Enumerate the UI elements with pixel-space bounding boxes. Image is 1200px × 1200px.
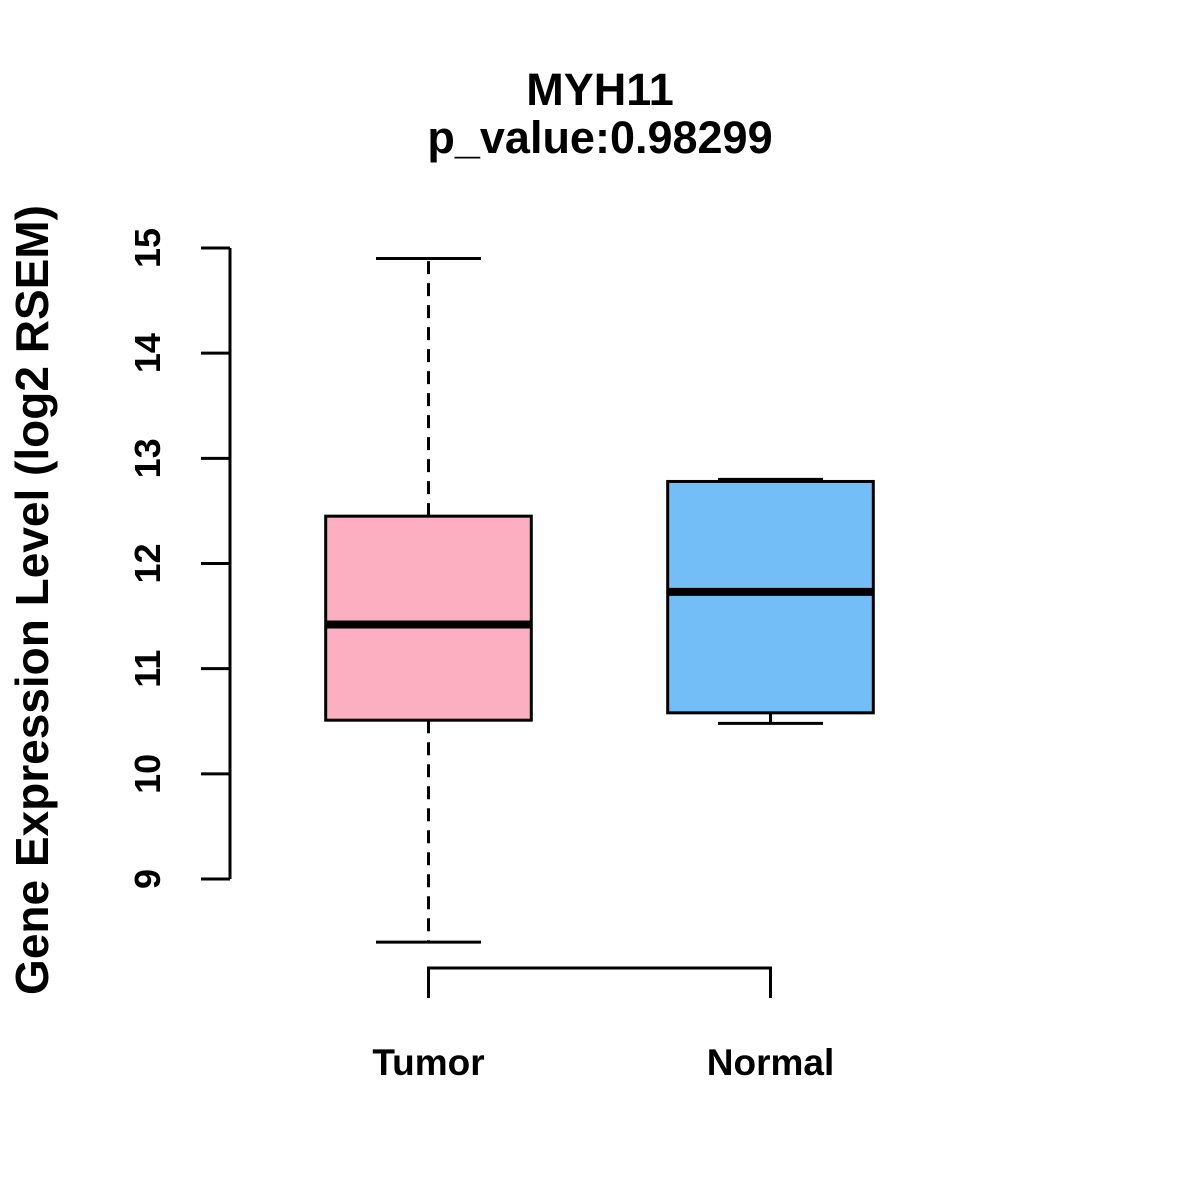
y-tick-label: 12 (127, 543, 168, 583)
y-tick-label: 14 (127, 333, 168, 373)
y-tick-label: 15 (127, 228, 168, 268)
box-normal (666, 479, 875, 715)
y-tick-label: 9 (127, 869, 168, 889)
x-axis-label-tumor: Tumor (372, 1042, 484, 1083)
y-tick-label: 10 (127, 754, 168, 794)
chart-title: MYH11 (526, 64, 674, 115)
y-tick-label: 13 (127, 438, 168, 478)
x-axis-label-normal: Normal (707, 1042, 834, 1083)
box-tumor (324, 514, 533, 722)
x-axis-bracket (427, 966, 772, 998)
chart-subtitle: p_value:0.98299 (427, 112, 773, 163)
title-block: MYH11 p_value:0.98299 (0, 66, 1200, 162)
y-tick-label: 11 (127, 650, 168, 688)
